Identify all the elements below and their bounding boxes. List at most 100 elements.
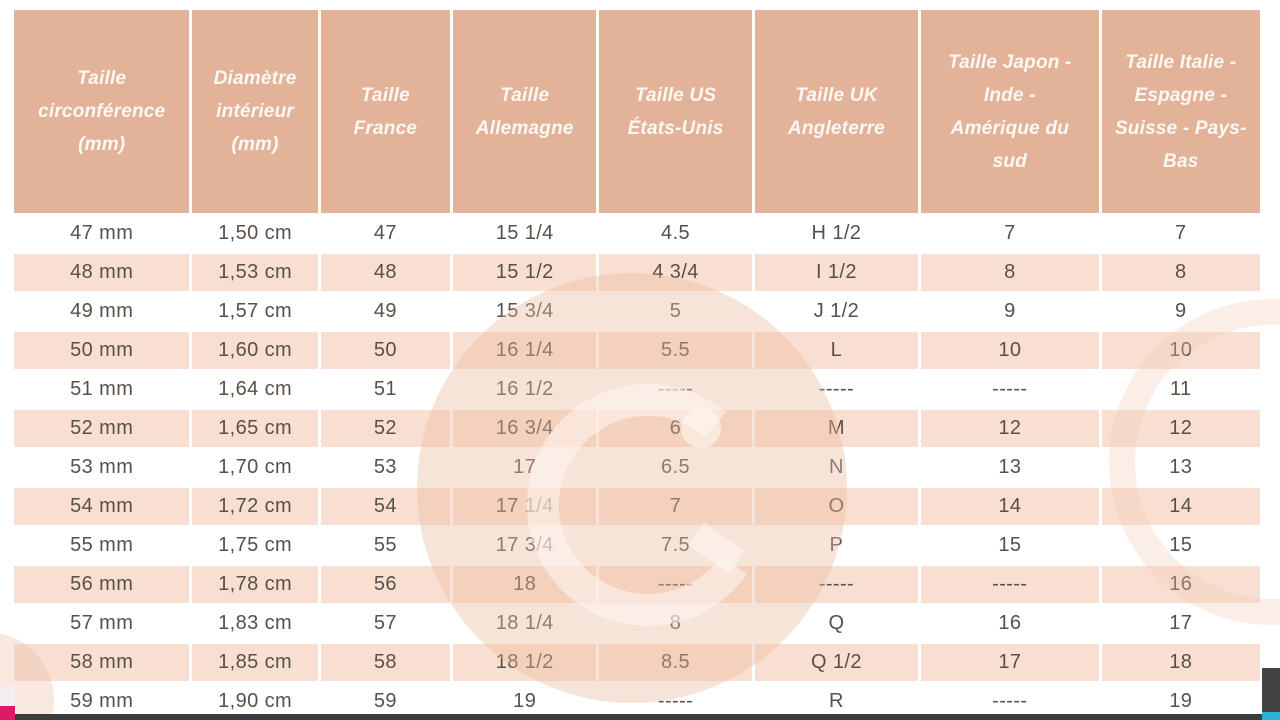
- col-header-size-uk: Taille UK Angleterre: [754, 10, 919, 213]
- table-cell: 47: [320, 215, 451, 252]
- table-cell: 6.5: [599, 449, 752, 486]
- table-cell: 11: [1101, 371, 1260, 408]
- table-cell: 8.5: [599, 644, 752, 681]
- table-cell: 48 mm: [14, 254, 190, 291]
- size-table-body: 47 mm 1,50 cm 47 15 1/4 4.5 H 1/2 7 7 48 mm 1,53 …: [14, 215, 1260, 720]
- table-cell: 51 mm: [14, 371, 190, 408]
- table-cell: O: [754, 488, 919, 525]
- table-cell: 53: [320, 449, 451, 486]
- table-cell: 56 mm: [14, 566, 190, 603]
- table-header-row: Taille circonférence (mm) Diamètre intér…: [14, 10, 1260, 213]
- table-cell: 10: [1101, 332, 1260, 369]
- table-cell: 15: [1101, 527, 1260, 564]
- table-row: 48 mm 1,53 cm 48 15 1/2 4 3/4 I 1/2 8 8: [14, 254, 1260, 291]
- table-cell: -----: [921, 371, 1099, 408]
- table-cell: 9: [921, 293, 1099, 330]
- table-row: 50 mm 1,60 cm 50 16 1/4 5.5 L 10 10: [14, 332, 1260, 369]
- left-edge-magenta-accent: [0, 706, 15, 720]
- table-cell: 5.5: [599, 332, 752, 369]
- table-cell: 16 1/2: [453, 371, 597, 408]
- table-cell: 55 mm: [14, 527, 190, 564]
- table-cell: 12: [921, 410, 1099, 447]
- table-cell: 18 1/2: [453, 644, 597, 681]
- table-cell: N: [754, 449, 919, 486]
- table-cell: 58: [320, 644, 451, 681]
- table-cell: 1,83 cm: [192, 605, 318, 642]
- table-cell: 8: [921, 254, 1099, 291]
- table-cell: M: [754, 410, 919, 447]
- col-header-size-us: Taille US États-Unis: [599, 10, 752, 213]
- table-cell: 1,85 cm: [192, 644, 318, 681]
- table-cell: 15 1/4: [453, 215, 597, 252]
- table-cell: R: [754, 683, 919, 720]
- table-cell: 55: [320, 527, 451, 564]
- table-cell: I 1/2: [754, 254, 919, 291]
- table-cell: 18 1/4: [453, 605, 597, 642]
- table-cell: 1,64 cm: [192, 371, 318, 408]
- table-cell: 4.5: [599, 215, 752, 252]
- table-cell: -----: [599, 371, 752, 408]
- left-edge-gray-block: [0, 686, 15, 706]
- table-cell: -----: [599, 566, 752, 603]
- col-header-size-germany: Taille Allemagne: [453, 10, 597, 213]
- table-cell: 1,65 cm: [192, 410, 318, 447]
- table-cell: 16: [921, 605, 1099, 642]
- table-cell: P: [754, 527, 919, 564]
- table-cell: 6: [599, 410, 752, 447]
- scrollbar-thumb[interactable]: [1262, 668, 1280, 712]
- table-cell: J 1/2: [754, 293, 919, 330]
- table-cell: 56: [320, 566, 451, 603]
- right-edge-teal-strip: [1262, 712, 1280, 720]
- table-cell: H 1/2: [754, 215, 919, 252]
- table-cell: 54 mm: [14, 488, 190, 525]
- table-cell: L: [754, 332, 919, 369]
- table-cell: 7: [1101, 215, 1260, 252]
- table-cell: 16 3/4: [453, 410, 597, 447]
- table-cell: 17: [1101, 605, 1260, 642]
- table-cell: 50: [320, 332, 451, 369]
- table-row: 58 mm 1,85 cm 58 18 1/2 8.5 Q 1/2 17 18: [14, 644, 1260, 681]
- table-cell: 13: [1101, 449, 1260, 486]
- col-header-size-france: Taille France: [320, 10, 451, 213]
- col-header-size-italy-spain: Taille Italie - Espagne - Suisse - Pays-…: [1101, 10, 1260, 213]
- table-row: 55 mm 1,75 cm 55 17 3/4 7.5 P 15 15: [14, 527, 1260, 564]
- table-cell: 10: [921, 332, 1099, 369]
- table-cell: 16 1/4: [453, 332, 597, 369]
- table-cell: 59: [320, 683, 451, 720]
- table-cell: 1,53 cm: [192, 254, 318, 291]
- col-header-size-japan-india: Taille Japon - Inde - Amérique du sud: [921, 10, 1099, 213]
- table-cell: 53 mm: [14, 449, 190, 486]
- table-cell: 47 mm: [14, 215, 190, 252]
- table-row: 57 mm 1,83 cm 57 18 1/4 8 Q 16 17: [14, 605, 1260, 642]
- table-cell: 15 3/4: [453, 293, 597, 330]
- table-cell: 51: [320, 371, 451, 408]
- table-row: 47 mm 1,50 cm 47 15 1/4 4.5 H 1/2 7 7: [14, 215, 1260, 252]
- table-cell: 1,78 cm: [192, 566, 318, 603]
- col-header-inner-diameter: Diamètre intérieur (mm): [192, 10, 318, 213]
- table-cell: 59 mm: [14, 683, 190, 720]
- table-cell: 8: [599, 605, 752, 642]
- table-row: 52 mm 1,65 cm 52 16 3/4 6 M 12 12: [14, 410, 1260, 447]
- table-cell: Q 1/2: [754, 644, 919, 681]
- table-cell: 1,60 cm: [192, 332, 318, 369]
- table-cell: 1,70 cm: [192, 449, 318, 486]
- table-cell: 4 3/4: [599, 254, 752, 291]
- ring-size-table: Taille circonférence (mm) Diamètre intér…: [11, 8, 1263, 720]
- table-cell: 57: [320, 605, 451, 642]
- table-cell: 5: [599, 293, 752, 330]
- table-row: 51 mm 1,64 cm 51 16 1/2 ----- ----- ----- 11: [14, 371, 1260, 408]
- table-cell: 17 1/4: [453, 488, 597, 525]
- bottom-dark-bar: [15, 714, 1262, 720]
- table-row: 54 mm 1,72 cm 54 17 1/4 7 O 14 14: [14, 488, 1260, 525]
- table-cell: Q: [754, 605, 919, 642]
- col-header-circumference-mm: Taille circonférence (mm): [14, 10, 190, 213]
- table-cell: 12: [1101, 410, 1260, 447]
- table-cell: 13: [921, 449, 1099, 486]
- table-cell: -----: [921, 566, 1099, 603]
- table-row: 53 mm 1,70 cm 53 17 6.5 N 13 13: [14, 449, 1260, 486]
- table-cell: -----: [921, 683, 1099, 720]
- table-cell: 19: [1101, 683, 1260, 720]
- table-row: 49 mm 1,57 cm 49 15 3/4 5 J 1/2 9 9: [14, 293, 1260, 330]
- table-cell: 52 mm: [14, 410, 190, 447]
